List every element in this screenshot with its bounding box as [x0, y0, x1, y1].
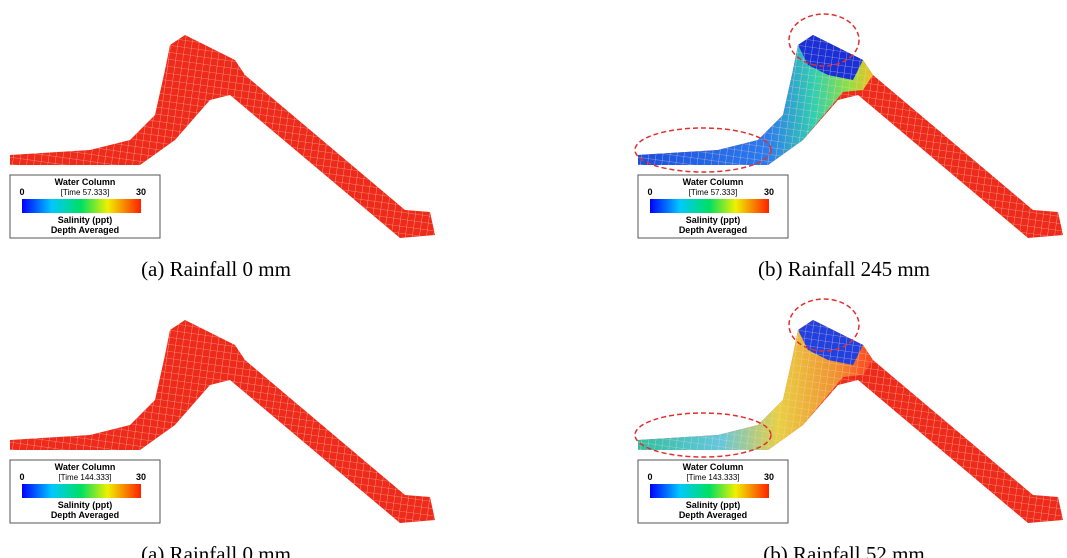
- legend-max: 30: [764, 472, 774, 482]
- legend-title: Water Column: [683, 177, 744, 187]
- colorbar: [650, 484, 769, 498]
- legend-method: Depth Averaged: [679, 510, 747, 520]
- caption: (a) Rainfall 0 mm: [141, 542, 291, 558]
- panel: Water Column 0 [Time 57.333] 30 Salinity (pp…: [635, 14, 1063, 281]
- colorbar: [22, 484, 141, 498]
- panel: Water Column 0 [Time 143.333] 30 Salinity (p…: [635, 299, 1063, 558]
- legend-min: 0: [647, 472, 652, 482]
- legend-variable: Salinity (ppt): [686, 215, 741, 225]
- legend-variable: Salinity (ppt): [58, 500, 113, 510]
- figure: Water Column 0 [Time 57.333] 30 Salinity (pp…: [0, 0, 1067, 558]
- legend-time: [Time 143.333]: [686, 473, 739, 482]
- legend-time: [Time 57.333]: [61, 188, 110, 197]
- legend-min: 0: [647, 187, 652, 197]
- legend-variable: Salinity (ppt): [686, 500, 741, 510]
- caption: (b) Rainfall 245 mm: [758, 257, 930, 281]
- legend-method: Depth Averaged: [51, 225, 119, 235]
- legend-min: 0: [19, 187, 24, 197]
- colorbar: [650, 199, 769, 213]
- legend-max: 30: [136, 187, 146, 197]
- legend-max: 30: [136, 472, 146, 482]
- legend-time: [Time 57.333]: [689, 188, 738, 197]
- legend-title: Water Column: [55, 462, 116, 472]
- caption: (a) Rainfall 0 mm: [141, 257, 291, 281]
- legend-method: Depth Averaged: [679, 225, 747, 235]
- legend-title: Water Column: [683, 462, 744, 472]
- legend-max: 30: [764, 187, 774, 197]
- legend-method: Depth Averaged: [51, 510, 119, 520]
- panel: Water Column 0 [Time 144.333] 30 Salinity (p…: [10, 320, 435, 558]
- legend-title: Water Column: [55, 177, 116, 187]
- caption: (b) Rainfall 52 mm: [763, 542, 925, 558]
- panel: Water Column 0 [Time 57.333] 30 Salinity (pp…: [10, 35, 435, 281]
- colorbar: [22, 199, 141, 213]
- legend-min: 0: [19, 472, 24, 482]
- legend-time: [Time 144.333]: [58, 473, 111, 482]
- legend-variable: Salinity (ppt): [58, 215, 113, 225]
